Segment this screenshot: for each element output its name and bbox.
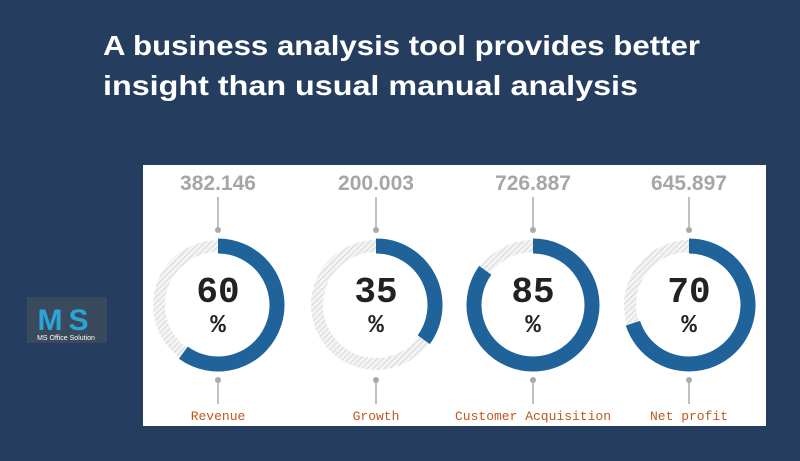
annotation: 726.887 xyxy=(495,172,571,195)
connector-dot xyxy=(215,227,221,233)
unit-label: % xyxy=(368,310,384,340)
annotation: 382.146 xyxy=(180,172,256,195)
annotation: 200.003 xyxy=(338,172,414,195)
title-line: insight than usual manual analysis xyxy=(103,70,638,101)
value-label: 60 xyxy=(196,272,239,313)
connector-dot xyxy=(530,377,536,383)
chart-title: Growth xyxy=(353,409,400,424)
gauge-arc xyxy=(625,238,756,372)
logo-box xyxy=(27,297,107,343)
unit-label: % xyxy=(525,310,541,340)
connector-dot xyxy=(373,227,379,233)
logo: MS MS Office Solution xyxy=(27,297,107,343)
connector-dot xyxy=(686,377,692,383)
value-label: 85 xyxy=(511,272,554,313)
unit-label: % xyxy=(681,310,697,340)
logo-letters: MS xyxy=(38,304,95,337)
connector-dot xyxy=(215,377,221,383)
gauge-arc xyxy=(466,238,600,372)
chart-title: Customer Acquisition xyxy=(455,409,611,424)
annotation: 645.897 xyxy=(651,172,727,195)
chart-title: Revenue xyxy=(191,409,246,424)
panel xyxy=(143,165,766,426)
value-label: 70 xyxy=(667,272,710,313)
logo-caption: MS Office Solution xyxy=(37,335,95,342)
connector-dot xyxy=(686,227,692,233)
chart-title: Net profit xyxy=(650,409,728,424)
gauge-arc xyxy=(375,238,443,345)
connector-dot xyxy=(373,377,379,383)
connector-dot xyxy=(530,227,536,233)
title-line: A business analysis tool provides better xyxy=(103,30,700,61)
unit-label: % xyxy=(210,310,226,340)
gauge-arc xyxy=(178,238,285,372)
value-label: 35 xyxy=(354,272,397,313)
